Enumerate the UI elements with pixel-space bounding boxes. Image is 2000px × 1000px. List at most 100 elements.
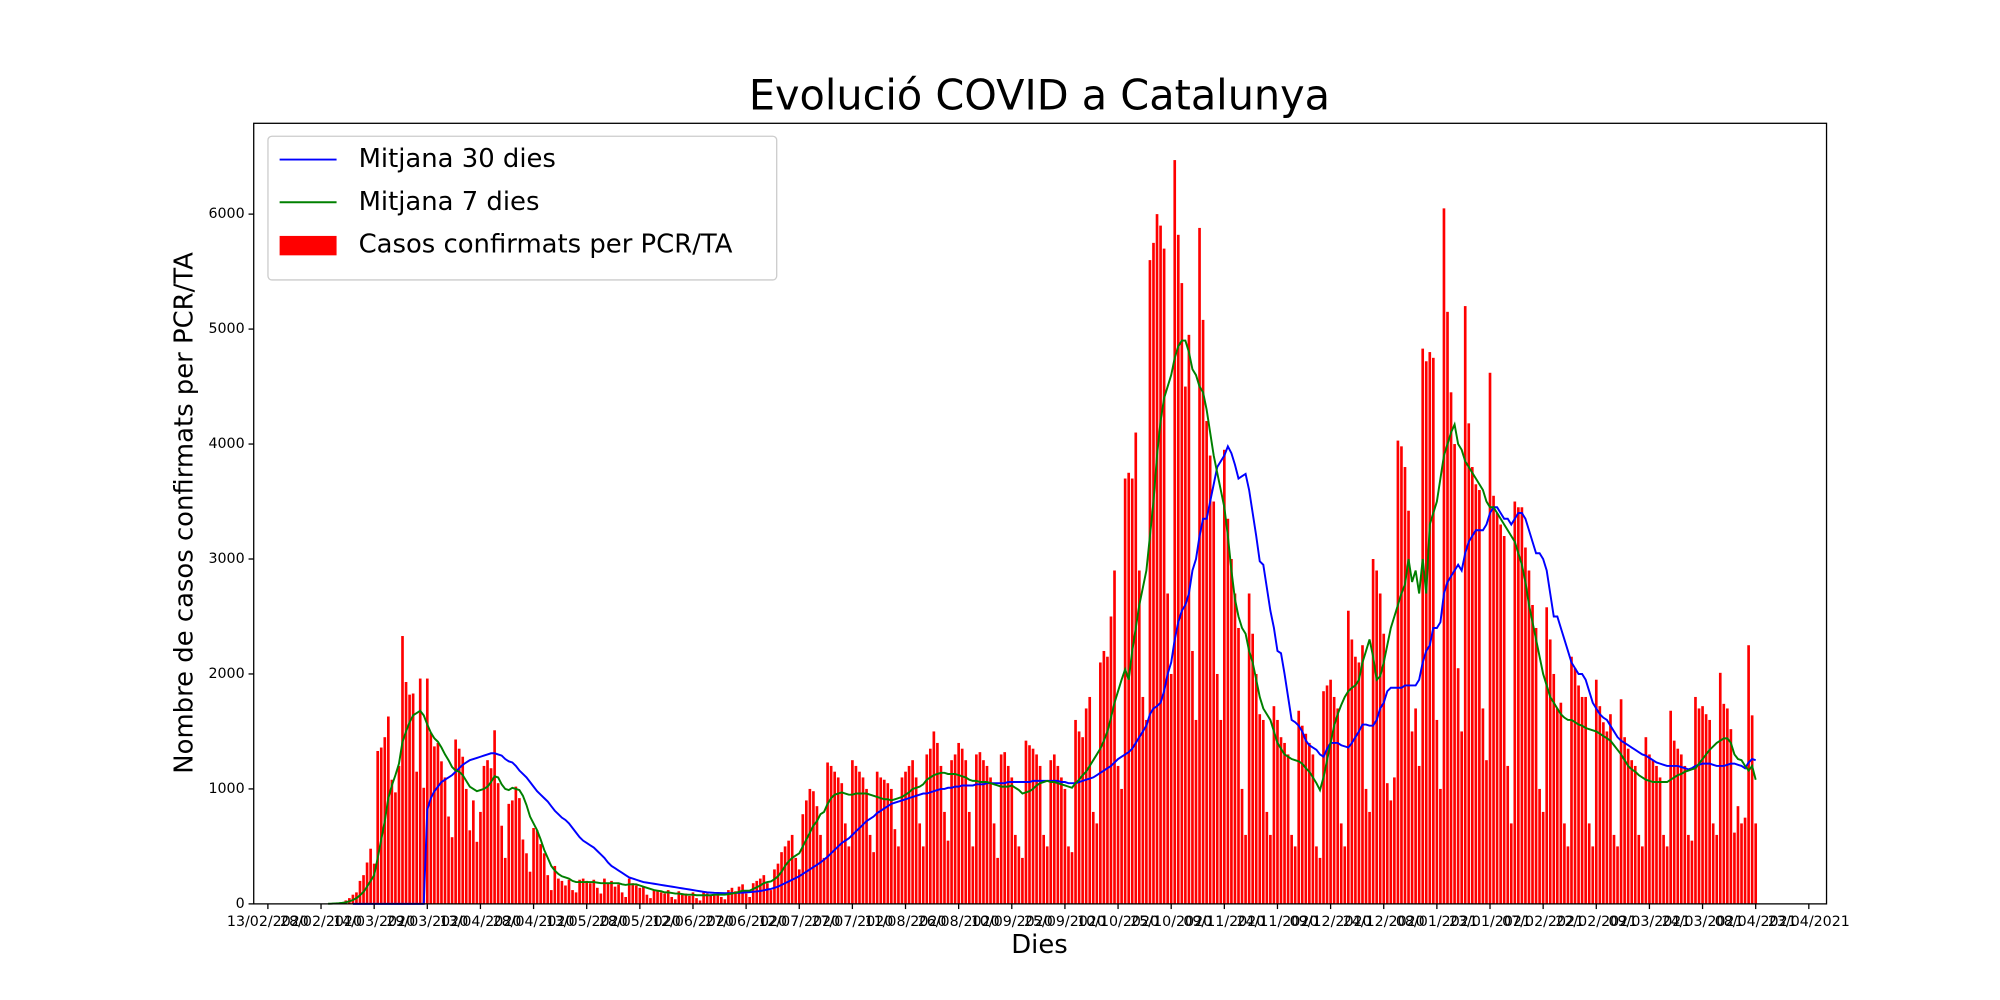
bar xyxy=(450,837,454,904)
bar xyxy=(744,893,748,904)
bar xyxy=(1570,656,1573,904)
y-tick-label: 0 xyxy=(236,896,245,912)
bar xyxy=(936,742,939,904)
bar xyxy=(1662,834,1665,904)
bar xyxy=(1644,737,1648,904)
bar xyxy=(882,779,886,904)
bar xyxy=(588,883,592,904)
bar xyxy=(603,878,606,904)
bar xyxy=(1279,737,1283,904)
bar xyxy=(1283,742,1286,904)
bar xyxy=(1609,714,1612,904)
bar xyxy=(911,760,914,904)
bar xyxy=(606,883,610,904)
bar xyxy=(1623,737,1626,904)
bar xyxy=(1308,742,1311,904)
bar xyxy=(1400,446,1403,904)
bar xyxy=(1017,846,1021,904)
bar xyxy=(1258,714,1262,904)
bar xyxy=(472,800,475,904)
legend-box xyxy=(267,135,778,281)
bar xyxy=(411,693,415,904)
bar xyxy=(1240,788,1244,904)
bar xyxy=(812,791,815,904)
bar xyxy=(815,806,819,904)
bar xyxy=(1173,160,1177,904)
x-tick-label: 09/11/2020 xyxy=(1183,914,1265,930)
bar xyxy=(1527,570,1531,904)
x-tick-label: 27/06/2020 xyxy=(705,914,787,930)
bar xyxy=(1166,593,1169,904)
bar xyxy=(737,886,741,904)
bar xyxy=(1113,570,1116,904)
bar xyxy=(1587,823,1591,904)
bar xyxy=(783,846,787,904)
bar xyxy=(539,844,542,904)
bar xyxy=(1750,715,1754,904)
bar xyxy=(369,848,372,904)
bar xyxy=(1343,846,1347,904)
bar xyxy=(1605,731,1609,904)
bar xyxy=(1102,650,1106,904)
bar xyxy=(1421,348,1425,904)
bar xyxy=(479,811,482,904)
bar xyxy=(1442,208,1446,904)
bar xyxy=(1293,846,1297,904)
bar xyxy=(702,892,705,904)
bar xyxy=(372,863,376,904)
bar xyxy=(1215,673,1219,904)
legend-label: Mitjana 30 dies xyxy=(359,144,556,174)
bar xyxy=(482,765,486,904)
bar xyxy=(1417,765,1421,904)
bar xyxy=(1563,823,1566,904)
bar xyxy=(769,890,773,904)
bar xyxy=(1318,857,1322,904)
bar xyxy=(1407,510,1410,904)
bar xyxy=(1368,811,1371,904)
bar xyxy=(890,788,893,904)
bar xyxy=(1612,834,1616,904)
y-tick-label: 4000 xyxy=(208,436,244,452)
bar xyxy=(776,863,780,904)
bar xyxy=(1272,706,1276,904)
bar xyxy=(1694,696,1697,904)
bar xyxy=(1028,745,1031,904)
bar xyxy=(358,880,362,904)
bar xyxy=(1219,719,1223,904)
bar xyxy=(826,762,829,904)
bar xyxy=(1006,765,1010,904)
x-tick-label: 09/03/2021 xyxy=(1608,914,1690,930)
bar xyxy=(677,891,681,904)
bar xyxy=(387,716,390,904)
bar xyxy=(1120,788,1123,904)
bar xyxy=(1311,754,1315,904)
bar xyxy=(1520,507,1524,904)
bar xyxy=(858,771,861,904)
bar xyxy=(1488,372,1492,904)
bar xyxy=(1630,760,1634,904)
bar xyxy=(553,865,557,904)
bar xyxy=(698,900,702,904)
bar xyxy=(851,760,854,904)
bar xyxy=(1212,501,1216,904)
x-tick-label: 08/04/2021 xyxy=(1715,914,1797,930)
bar xyxy=(468,830,472,904)
bar xyxy=(712,894,716,904)
bar xyxy=(546,875,550,904)
bar xyxy=(1106,656,1109,904)
bar xyxy=(1074,719,1077,904)
bar xyxy=(868,834,872,904)
bar xyxy=(1339,823,1343,904)
bar xyxy=(1566,846,1570,904)
bar xyxy=(1424,361,1428,904)
bar xyxy=(1346,610,1350,904)
bar xyxy=(1492,495,1495,904)
bar xyxy=(780,852,783,904)
bar xyxy=(999,754,1003,904)
bar xyxy=(1290,834,1293,904)
bar xyxy=(390,779,394,904)
bar xyxy=(1148,260,1152,904)
bar xyxy=(1513,501,1517,904)
bar xyxy=(1463,306,1467,904)
bar xyxy=(1297,710,1301,904)
